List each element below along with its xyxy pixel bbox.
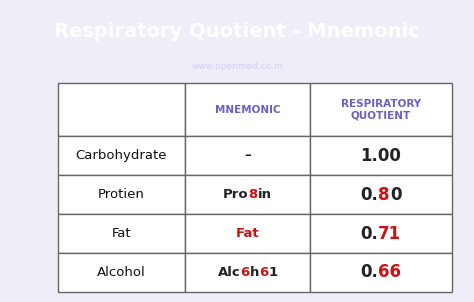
Text: Alcohol: Alcohol (97, 266, 146, 279)
Bar (185, 214, 310, 253)
Bar (310, 175, 452, 214)
Text: RESPIRATORY
QUOTIENT: RESPIRATORY QUOTIENT (341, 99, 421, 120)
Text: MNEMONIC: MNEMONIC (215, 104, 280, 114)
Text: h: h (250, 266, 259, 279)
Bar (185, 253, 310, 292)
Text: 71: 71 (378, 225, 401, 243)
Bar (185, 136, 310, 175)
Bar (310, 83, 452, 136)
Text: www.openmed.co.in: www.openmed.co.in (191, 62, 283, 71)
Text: Protien: Protien (98, 188, 145, 201)
Text: in: in (258, 188, 272, 201)
Text: 0.: 0. (361, 186, 378, 204)
Text: Fat: Fat (112, 227, 131, 240)
Bar (58, 214, 185, 253)
Text: Carbohydrate: Carbohydrate (76, 149, 167, 162)
Text: 8: 8 (249, 188, 258, 201)
Text: 1: 1 (268, 266, 277, 279)
Bar (310, 253, 452, 292)
Text: 0: 0 (390, 186, 401, 204)
Text: 1.00: 1.00 (361, 147, 401, 165)
Text: –: – (244, 149, 251, 162)
Bar (58, 253, 185, 292)
Bar (310, 136, 452, 175)
Text: Respiratory Quotient - Mnemonic: Respiratory Quotient - Mnemonic (54, 22, 420, 41)
Text: Pro: Pro (223, 188, 249, 201)
Bar (310, 214, 452, 253)
Text: 6: 6 (240, 266, 250, 279)
Text: 8: 8 (378, 186, 390, 204)
Text: Fat: Fat (236, 227, 259, 240)
Bar (58, 83, 185, 136)
Bar (185, 175, 310, 214)
Bar (185, 83, 310, 136)
Bar (58, 175, 185, 214)
Bar (58, 136, 185, 175)
Text: 66: 66 (378, 263, 401, 281)
Text: 6: 6 (259, 266, 268, 279)
Text: 0.: 0. (361, 263, 378, 281)
Text: Alc: Alc (218, 266, 240, 279)
Text: 0.: 0. (361, 225, 378, 243)
